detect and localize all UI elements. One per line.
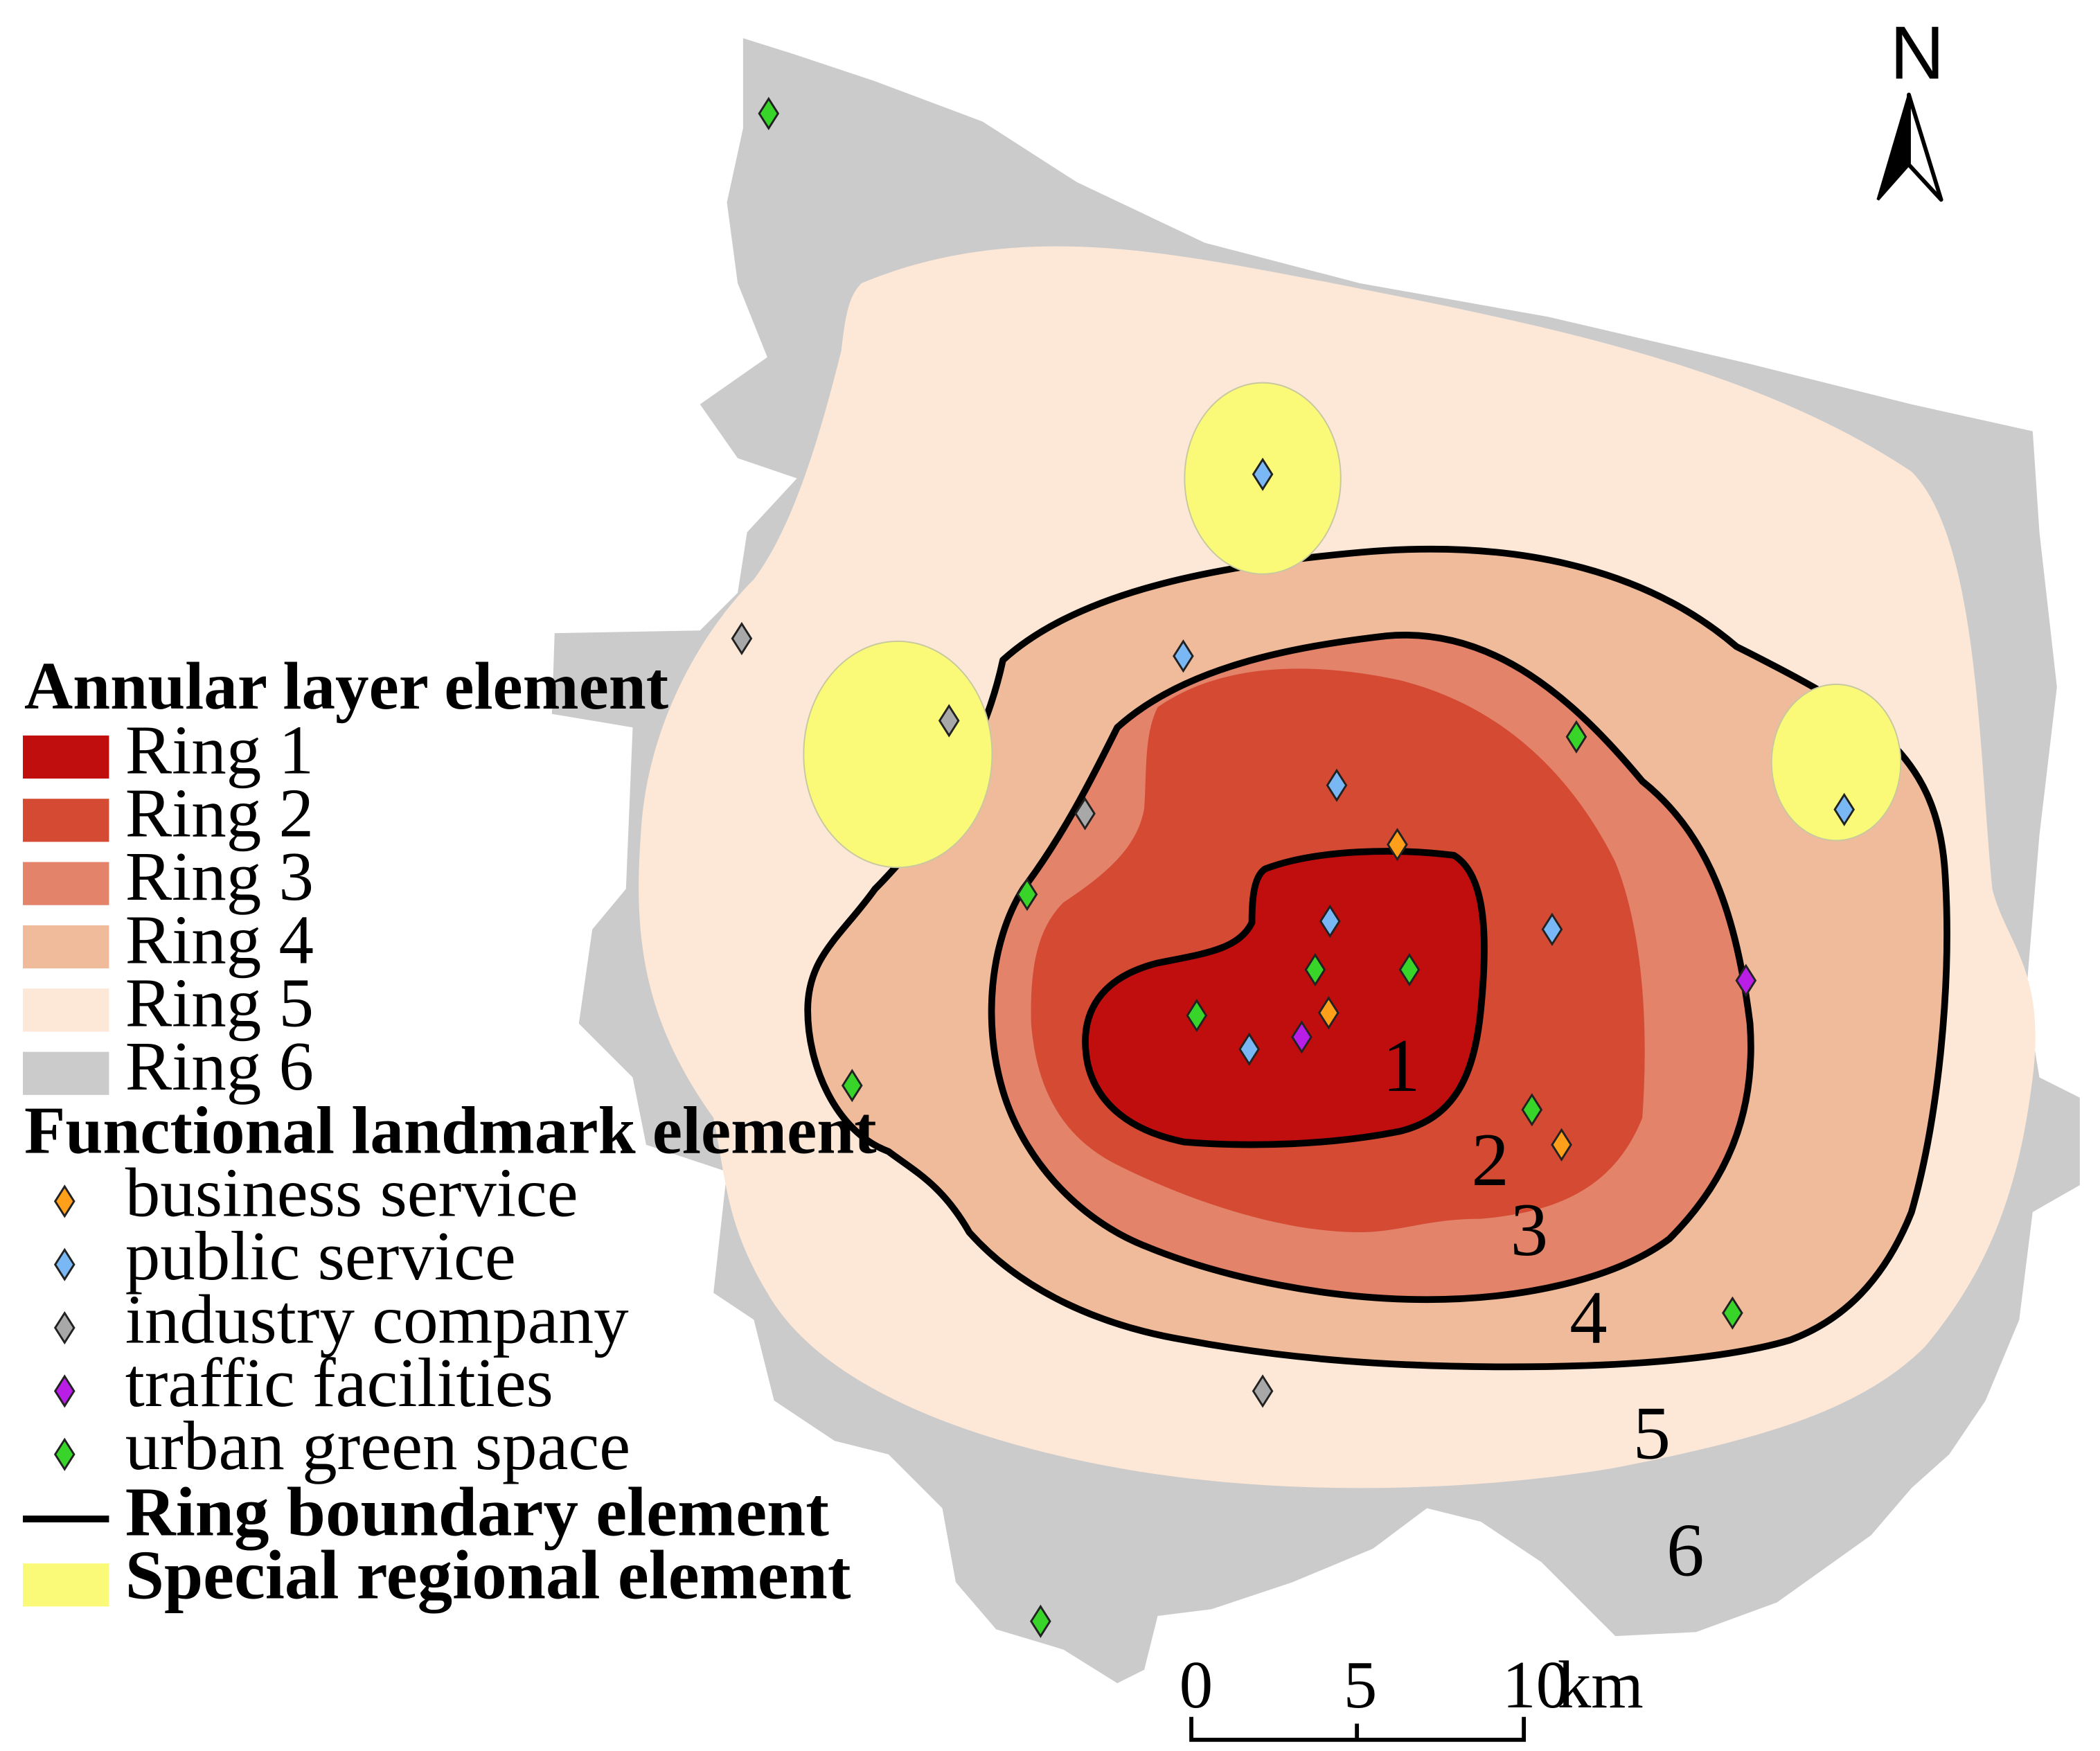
ring-number-1: 1 [1382, 1024, 1420, 1108]
public-landmark-diamond-icon [1238, 1032, 1260, 1066]
green-landmark-diamond-icon [1186, 999, 1208, 1033]
legend-label-ring-6: Ring 6 [125, 1027, 314, 1105]
boundary-ring-3 [988, 632, 1754, 1304]
traffic-landmark-diamond-icon [1291, 1020, 1312, 1054]
legend-label-green: urban green space [125, 1407, 630, 1484]
green-landmark-diamond-icon [1521, 1093, 1543, 1127]
legend-green-diamond-icon [53, 1437, 75, 1471]
legend-label-ring-2: Ring 2 [125, 774, 314, 852]
legend-label-ring-3: Ring 3 [125, 837, 314, 915]
legend-swatch-ring-4 [23, 925, 109, 969]
north-label: N [1890, 10, 1945, 95]
ring-number-2: 2 [1471, 1118, 1509, 1202]
legend-label-special: Special regional element [125, 1536, 851, 1614]
legend-label-ring-4: Ring 4 [125, 900, 314, 978]
legend-swatch-ring-2 [23, 799, 109, 842]
public-landmark-diamond-icon [1326, 768, 1348, 802]
legend-swatch-ring-1 [23, 735, 109, 779]
legend-functional-title: Functional landmark element [24, 1093, 877, 1168]
north-arrow: N [1876, 10, 1945, 202]
legend-business-diamond-icon [53, 1184, 75, 1218]
industry-landmark-diamond-icon [938, 704, 960, 738]
industry-landmark-diamond-icon [1074, 797, 1096, 830]
legend-public-diamond-icon [53, 1247, 75, 1281]
industry-landmark-diamond-icon [1252, 1374, 1274, 1408]
green-landmark-diamond-icon [1722, 1296, 1743, 1330]
green-landmark-diamond-icon [1398, 952, 1421, 987]
legend: Annular layer element Ring 1 Ring 2 Ring… [23, 649, 877, 1614]
green-landmark-diamond-icon [758, 96, 780, 131]
business-landmark-diamond-icon [1387, 828, 1408, 862]
legend-label-industry: industry company [125, 1280, 629, 1358]
green-landmark-diamond-icon [1565, 720, 1587, 754]
ring-number-6: 6 [1666, 1509, 1704, 1592]
ring-number-5: 5 [1633, 1392, 1671, 1475]
legend-traffic-diamond-icon [53, 1374, 75, 1408]
ring-1-area [1085, 851, 1485, 1145]
special-region-east [1770, 684, 1902, 842]
public-diamond-icon [53, 1247, 75, 1281]
traffic-landmark-diamond-icon [1735, 963, 1757, 997]
legend-swatch-ring-3 [23, 862, 109, 905]
legend-label-boundary: Ring boundary element [125, 1473, 829, 1550]
business-landmark-diamond-icon [1317, 996, 1340, 1030]
scale-tick-0: 0 [1180, 1648, 1213, 1723]
green-landmark-diamond-icon [1016, 878, 1038, 912]
legend-label-ring-5: Ring 5 [125, 964, 314, 1042]
business-landmark-diamond-icon [1551, 1128, 1572, 1162]
legend-label-business: business service [125, 1154, 578, 1232]
public-landmark-diamond-icon [1173, 639, 1194, 673]
scale-tick-5: 5 [1344, 1648, 1378, 1723]
public-landmark-diamond-icon [1541, 912, 1563, 946]
legend-swatch-ring-5 [23, 988, 109, 1032]
map-landmark-layer [731, 96, 1856, 1638]
legend-industry-diamond-icon [53, 1310, 75, 1345]
legend-swatch-ring-6 [23, 1051, 109, 1095]
legend-label-ring-1: Ring 1 [125, 711, 314, 788]
special-region-west [803, 640, 993, 869]
scale-tick-10: 10 [1502, 1648, 1569, 1723]
scale-bar-line [1189, 1716, 1527, 1742]
business-diamond-icon [53, 1184, 75, 1218]
boundary-ring-1 [1082, 848, 1488, 1148]
industry-landmark-diamond-icon [731, 621, 753, 656]
legend-label-traffic: traffic facilities [125, 1344, 553, 1421]
scale-unit: km [1558, 1648, 1644, 1723]
public-landmark-diamond-icon [1252, 457, 1274, 491]
traffic-diamond-icon [53, 1374, 75, 1408]
legend-annular-title: Annular layer element [24, 649, 668, 724]
green-landmark-diamond-icon [1304, 952, 1326, 987]
green-diamond-icon [53, 1437, 75, 1471]
scale-bar: 0 5 10 km [1180, 1648, 1644, 1742]
public-landmark-diamond-icon [1319, 904, 1341, 939]
public-landmark-diamond-icon [1833, 792, 1856, 826]
green-landmark-diamond-icon [1030, 1604, 1051, 1638]
ring-boundary-lines [804, 545, 1950, 1371]
legend-swatch-special [23, 1563, 109, 1607]
north-arrow-icon [1876, 92, 1943, 202]
ring-number-4: 4 [1569, 1275, 1607, 1359]
legend-label-public: public service [125, 1217, 516, 1295]
industry-diamond-icon [53, 1310, 75, 1345]
boundary-ring-4 [804, 545, 1950, 1371]
ring-number-3: 3 [1511, 1188, 1548, 1272]
green-landmark-diamond-icon [841, 1069, 863, 1103]
